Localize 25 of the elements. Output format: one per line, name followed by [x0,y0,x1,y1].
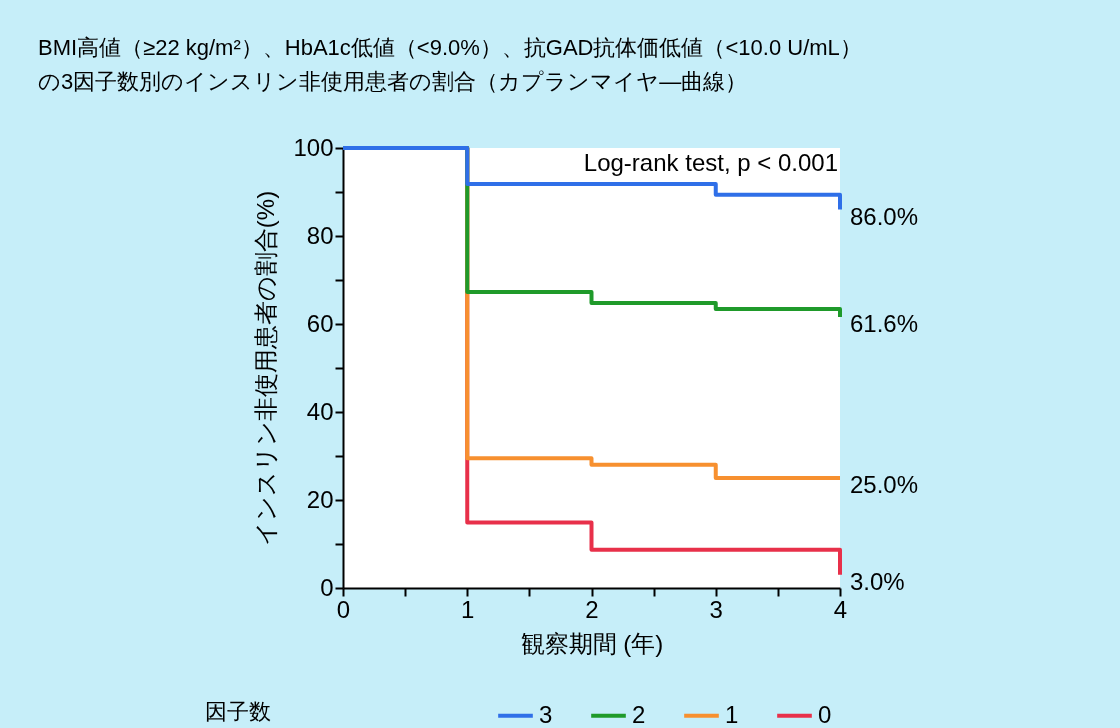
x-tick-label: 3 [709,595,723,623]
text: の3因子数別のインスリン非使用患者の割合（カプランマイヤ―曲線） [38,69,748,94]
y-tick-label: 60 [306,309,334,337]
y-axis-title: インスリン非使用患者の割合(%) [252,190,280,547]
data-label: 25.0% [850,471,919,498]
data-label: 86.0% [850,202,919,230]
y-tick-label: 100 [293,133,334,161]
y-tick-label: 40 [306,397,334,425]
legend-label: 0 [818,700,832,728]
y-tick-label: 80 [306,221,334,249]
x-tick-label: 1 [461,595,475,623]
legend-label: 2 [632,700,646,728]
y-tick-label: 20 [306,485,334,513]
data-label: 61.6% [850,309,919,337]
data-label: 3.0% [850,567,905,595]
annotation: Log-rank test, p < 0.001 [583,149,838,176]
y-tick-label: 0 [320,573,334,601]
text: BMI高値（≥22 kg/m²）、HbA1c低値（<9.0%）、抗GAD抗体価低値（<10.0 U/mL） [38,35,862,60]
x-tick-label: 4 [833,595,848,623]
legend-title: 因子数 [205,699,271,724]
legend-label: 1 [725,700,739,728]
x-axis-title: 観察期間 (年) [520,629,664,657]
legend-label: 3 [539,700,553,728]
x-tick-label: 0 [336,595,351,623]
x-tick-label: 2 [585,595,599,623]
